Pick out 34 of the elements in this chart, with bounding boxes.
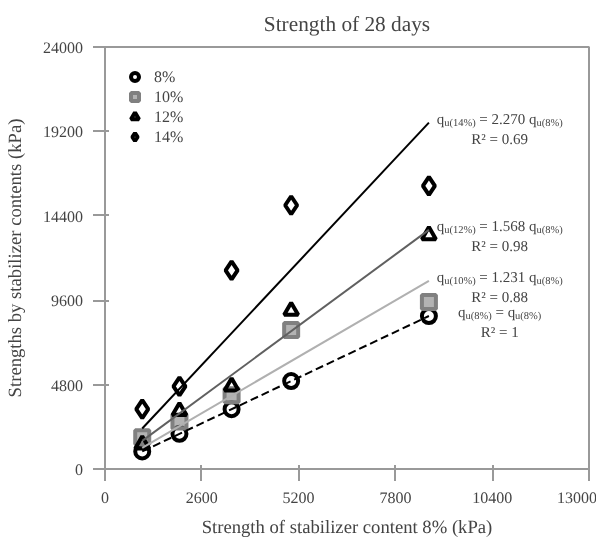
point [133, 434, 152, 451]
y-tick-label: 14400 [43, 207, 83, 226]
x-tick-label: 10400 [472, 489, 513, 507]
point [222, 376, 241, 393]
x-axis-title: Strength of stabilizer content 8% (kPa) [201, 519, 493, 539]
x-tick-label: 5200 [282, 489, 315, 507]
legend-label: 14% [154, 126, 186, 146]
x-tick-label: 7800 [379, 489, 412, 507]
x-tick-label: 13000 [557, 489, 596, 507]
point [282, 300, 301, 317]
point [170, 400, 189, 418]
y-tick-label: 9600 [51, 292, 83, 311]
y-tick-label: 19200 [43, 123, 83, 142]
point [282, 372, 301, 391]
x-tick-label: 2600 [185, 489, 218, 507]
y-tick-label: 24000 [43, 39, 83, 57]
point [419, 225, 438, 242]
point [170, 424, 189, 443]
legend-label: 10% [154, 86, 186, 106]
point [283, 194, 300, 217]
point [420, 174, 437, 197]
y-tick-label: 4800 [51, 376, 83, 395]
y-tick-label: 0 [75, 461, 83, 479]
legend-label: 12% [154, 106, 186, 126]
point [171, 375, 188, 398]
point [222, 400, 241, 419]
point [133, 442, 152, 461]
x-tick-label: 0 [101, 489, 109, 507]
point [419, 292, 438, 311]
legend-label: 8% [154, 66, 178, 86]
point [223, 259, 240, 282]
chart-title: Strength of 28 days [263, 15, 431, 37]
y-axis-title: Strengths by stabilizer contents (kPa) [7, 118, 27, 398]
point [134, 398, 151, 421]
